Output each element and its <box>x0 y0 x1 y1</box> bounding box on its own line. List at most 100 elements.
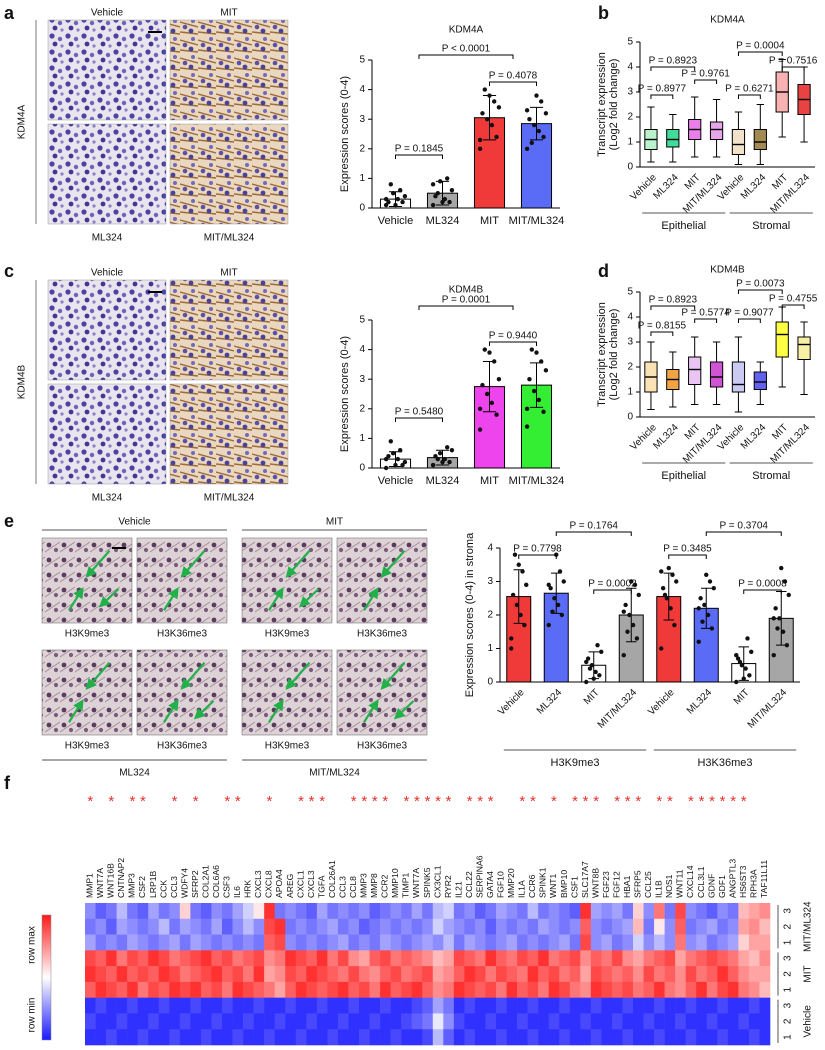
heatmap-cell <box>190 934 202 951</box>
data-point <box>632 582 638 588</box>
data-point <box>529 347 534 352</box>
heatmap-cell <box>116 950 128 967</box>
micrograph <box>136 537 228 624</box>
heatmap-cell <box>253 981 265 998</box>
data-point <box>534 350 539 355</box>
heatmap-cell <box>748 918 760 935</box>
data-point <box>584 659 589 665</box>
heatmap-cell <box>517 981 528 998</box>
heatmap-cell <box>538 950 549 967</box>
heatmap-cell <box>580 934 592 951</box>
gene-label: CSF2 <box>137 876 147 898</box>
heatmap-cell <box>496 997 507 1014</box>
heatmap-cell <box>369 934 381 951</box>
data-point <box>741 676 746 681</box>
heatmap-cell <box>443 918 455 935</box>
data-point <box>589 663 595 668</box>
heatmap-cell <box>485 997 497 1014</box>
gene-label: AREG <box>285 873 295 898</box>
heatmap-cell <box>253 997 265 1014</box>
heatmap-cell <box>380 981 391 998</box>
heatmap-cell <box>527 918 539 935</box>
heatmap-cell <box>633 903 644 920</box>
heatmap-cell <box>306 981 318 998</box>
significance-star: * <box>709 793 715 810</box>
data-point <box>773 606 778 611</box>
heatmap-cell <box>327 966 339 983</box>
heatmap-cell <box>401 981 412 998</box>
heatmap-cell <box>232 966 244 983</box>
heatmap-cell <box>137 934 149 951</box>
heatmap-cell <box>622 981 634 998</box>
heatmap-cell <box>611 1029 623 1046</box>
heatmap-cell <box>654 934 665 951</box>
data-point <box>477 406 483 411</box>
heatmap-cell <box>685 966 697 983</box>
heatmap-cell <box>348 918 360 935</box>
p-value: P = 0.9077 <box>725 308 774 319</box>
heatmap-cell <box>158 1013 170 1030</box>
image-caption: H3K9me3 <box>65 741 110 752</box>
heatmap-cell <box>696 966 708 983</box>
group-label: Stromal <box>752 220 790 232</box>
data-point <box>559 612 565 618</box>
data-point <box>484 117 490 122</box>
heatmap-cell <box>422 903 434 920</box>
heatmap-cell <box>337 997 349 1014</box>
significance-bracket <box>518 554 557 559</box>
significance-bracket <box>593 589 632 594</box>
heatmap-cell <box>759 1029 771 1046</box>
heatmap-cell <box>106 1013 117 1030</box>
data-point <box>630 622 636 628</box>
significance-star: * <box>530 793 536 810</box>
data-point <box>492 359 497 364</box>
heatmap-cell <box>622 934 634 951</box>
micrograph <box>336 537 428 624</box>
heatmap-cell <box>380 1013 391 1030</box>
heatmap-cell <box>432 981 444 998</box>
gene-label: CCL22 <box>464 871 474 898</box>
heatmap-cell <box>633 966 644 983</box>
heatmap-cell <box>453 1029 465 1046</box>
data-point <box>629 579 634 584</box>
data-point <box>524 424 530 429</box>
heatmap-cell <box>580 981 592 998</box>
gene-label: CNTNAP2 <box>116 858 126 898</box>
heatmap-cell <box>369 918 381 935</box>
box <box>709 361 724 388</box>
heatmap-cell <box>411 934 423 951</box>
heatmap-cell <box>485 918 497 935</box>
p-value: P = 0.3704 <box>720 521 769 532</box>
heatmap-cell <box>359 950 370 967</box>
gene-label: FGF23 <box>601 871 611 898</box>
arrow <box>85 550 111 578</box>
data-point <box>402 193 408 199</box>
significance-bracket <box>489 341 537 346</box>
data-point <box>400 199 405 205</box>
y-tick-label: 1 <box>627 387 633 398</box>
x-tick-label: ML324 <box>651 422 681 452</box>
significance-bracket <box>737 51 783 56</box>
data-point <box>524 582 529 588</box>
significance-bracket <box>781 304 805 309</box>
heatmap-cell <box>654 903 665 920</box>
heatmap-cell <box>264 997 275 1014</box>
heatmap-cell <box>590 903 602 920</box>
heatmap-cell <box>464 1013 476 1030</box>
significance-star: * <box>667 793 673 810</box>
heatmap-cell <box>485 1013 497 1030</box>
heatmap-cell <box>464 934 476 951</box>
heatmap-cell <box>316 903 328 920</box>
heatmap-cell <box>548 1029 560 1046</box>
heatmap-cell <box>748 903 760 920</box>
heatmap-cell <box>590 997 602 1014</box>
heatmap-cell <box>85 966 96 983</box>
gene-label: HS6ST3 <box>738 865 748 898</box>
data-point <box>784 642 790 648</box>
heatmap-cell <box>116 981 128 998</box>
heatmap-cell <box>432 966 444 983</box>
heatmap-cell <box>232 903 244 920</box>
data-point <box>487 350 492 355</box>
gene-label: WNT8B <box>590 868 600 898</box>
heatmap-cell <box>464 981 476 998</box>
